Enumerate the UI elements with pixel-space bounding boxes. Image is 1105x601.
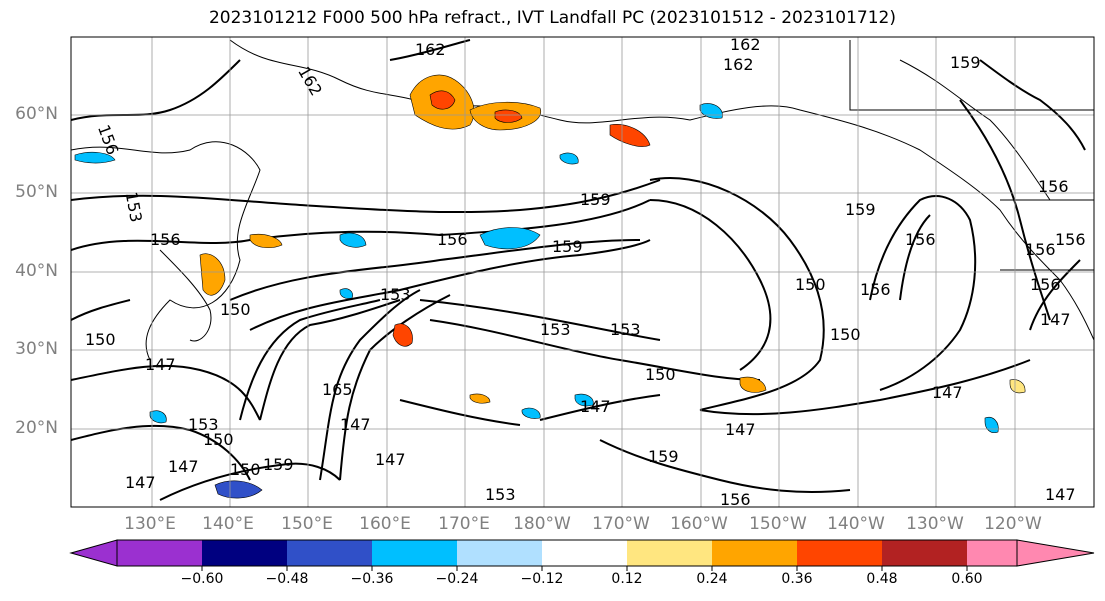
lon-label: 140°W: [827, 514, 885, 534]
colorbar-swatch: [882, 540, 967, 566]
contour-label: 156: [150, 230, 181, 249]
colorbar-swatch: [372, 540, 457, 566]
lat-label: 20°N: [15, 418, 58, 438]
colorbar-tick-label: −0.60: [180, 571, 224, 587]
lon-label: 160°W: [670, 514, 728, 534]
refractivity-contours: [71, 39, 1086, 501]
lat-label: 60°N: [15, 104, 58, 124]
contour-label: 147: [168, 457, 199, 476]
contour-label: 147: [375, 450, 406, 469]
contour-label: 156: [860, 280, 891, 299]
colorbar-tick-label: −0.36: [350, 571, 394, 587]
colorbar-extend-high: [1016, 539, 1095, 567]
map-title: 2023101212 F000 500 hPa refract., IVT La…: [208, 8, 896, 28]
colorbar-swatch: [202, 540, 287, 566]
contour-label: 159: [845, 200, 876, 219]
colorbar-tick-label: −0.48: [265, 571, 309, 587]
colorbar-swatch: [457, 540, 542, 566]
contour-label: 162: [415, 40, 446, 59]
lat-label: 30°N: [15, 339, 58, 359]
contour-label: 153: [188, 415, 219, 434]
contour-label: 153: [380, 285, 411, 304]
lon-label: 130°W: [906, 514, 964, 534]
contour-label: 153: [485, 485, 516, 504]
colorbar-swatch: [627, 540, 712, 566]
contour-label: 150: [220, 300, 251, 319]
colorbar-tick-label: −0.12: [520, 571, 564, 587]
contour-label: 159: [263, 455, 294, 474]
lat-label: 40°N: [15, 261, 58, 281]
colorbar-tick-label: 0.60: [951, 571, 983, 587]
contour-label: 150: [795, 275, 826, 294]
contour-label: 147: [580, 397, 611, 416]
contour-label: 156: [905, 230, 936, 249]
lon-label: 170°W: [592, 514, 650, 534]
lat-label: 50°N: [15, 182, 58, 202]
lon-label: 140°E: [202, 514, 254, 534]
lon-label: 170°E: [438, 514, 490, 534]
contour-label: 150: [230, 460, 261, 479]
colorbar-tick-label: 0.48: [866, 571, 898, 587]
contour-label: 147: [1045, 485, 1076, 504]
colorbar-extend-low: [69, 539, 118, 567]
anomaly-fills: [74, 74, 1026, 499]
contour-label: 159: [552, 237, 583, 256]
contour-label: 147: [125, 473, 156, 492]
lon-label: 160°E: [359, 514, 411, 534]
colorbar-swatch: [542, 540, 627, 566]
contour-label: 153: [610, 320, 641, 339]
colorbar-tick-label: 0.24: [696, 571, 728, 587]
contour-label: 156: [1038, 177, 1069, 196]
colorbar-swatch: [797, 540, 882, 566]
colorbar-swatch: [117, 540, 202, 566]
gridlines: [71, 37, 1094, 507]
colorbar-tick-label: 0.12: [611, 571, 643, 587]
contour-label: 147: [1040, 310, 1071, 329]
contour-label: 147: [340, 415, 371, 434]
colorbar: [69, 539, 1095, 571]
contour-label: 156: [1055, 230, 1086, 249]
contour-label: 156: [1025, 240, 1056, 259]
contour-label: 147: [725, 420, 756, 439]
colorbar-tick-label: 0.36: [781, 571, 813, 587]
contour-label: 147: [145, 355, 176, 374]
lon-label: 150°W: [749, 514, 807, 534]
lon-label: 120°W: [984, 514, 1042, 534]
colorbar-frame: [116, 539, 1018, 567]
contour-label: 153: [540, 320, 571, 339]
contour-label: 159: [648, 447, 679, 466]
contour-label: 150: [830, 325, 861, 344]
lon-label: 180°W: [513, 514, 571, 534]
contour-label: 156: [437, 230, 468, 249]
lon-label: 130°E: [124, 514, 176, 534]
contour-label: 162: [723, 55, 754, 74]
contour-label: 150: [645, 365, 676, 384]
map-frame: [70, 36, 1095, 508]
contour-label: 150: [85, 330, 116, 349]
contour-label: 165: [322, 380, 353, 399]
contour-label: 162: [730, 35, 761, 54]
contour-label: 159: [580, 190, 611, 209]
contour-label: 150: [203, 430, 234, 449]
colorbar-swatch: [287, 540, 372, 566]
colorbar-tick-label: −0.24: [435, 571, 479, 587]
lon-label: 150°E: [281, 514, 333, 534]
contour-label: 156: [720, 490, 751, 509]
colorbar-swatch: [967, 540, 1017, 566]
contour-label: 159: [950, 53, 981, 72]
colorbar-swatch: [712, 540, 797, 566]
contour-label: 156: [1030, 275, 1061, 294]
coastlines: [71, 39, 1094, 361]
contour-label: 147: [932, 383, 963, 402]
